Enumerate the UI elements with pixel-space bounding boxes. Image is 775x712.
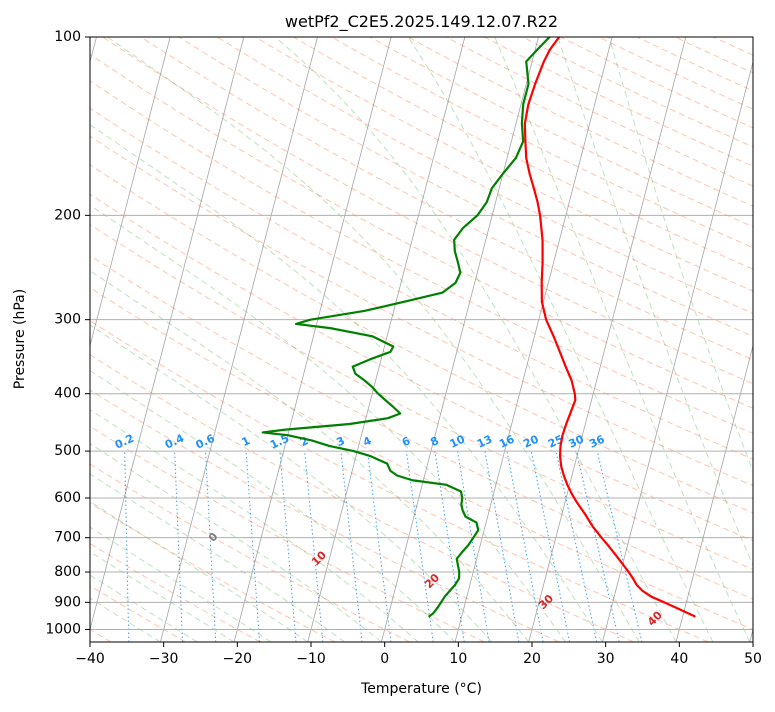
x-tick-label: 0 <box>380 651 389 667</box>
y-axis-title: Pressure (hPa) <box>12 289 28 389</box>
y-tick-label: 100 <box>54 29 81 45</box>
x-tick-label: −20 <box>223 651 253 667</box>
y-tick-label: 900 <box>54 594 81 610</box>
y-tick-label: 700 <box>54 530 81 546</box>
y-tick-label: 500 <box>54 443 81 459</box>
chart-title: wetPf2_C2E5.2025.149.12.07.R22 <box>285 12 558 32</box>
x-tick-label: 40 <box>670 651 688 667</box>
x-tick-label: −40 <box>75 651 105 667</box>
x-tick-label: 50 <box>744 651 762 667</box>
y-tick-label: 200 <box>54 207 81 223</box>
y-tick-label: 800 <box>54 564 81 580</box>
y-tick-label: 600 <box>54 490 81 506</box>
x-tick-label: 10 <box>449 651 467 667</box>
x-axis-title: Temperature (°C) <box>360 681 482 697</box>
x-tick-label: −10 <box>296 651 326 667</box>
x-tick-label: 20 <box>523 651 541 667</box>
y-tick-label: 300 <box>54 312 81 328</box>
x-tick-label: 30 <box>597 651 615 667</box>
x-tick-label: −30 <box>149 651 179 667</box>
y-tick-label: 1000 <box>45 621 81 637</box>
y-tick-label: 400 <box>54 386 81 402</box>
